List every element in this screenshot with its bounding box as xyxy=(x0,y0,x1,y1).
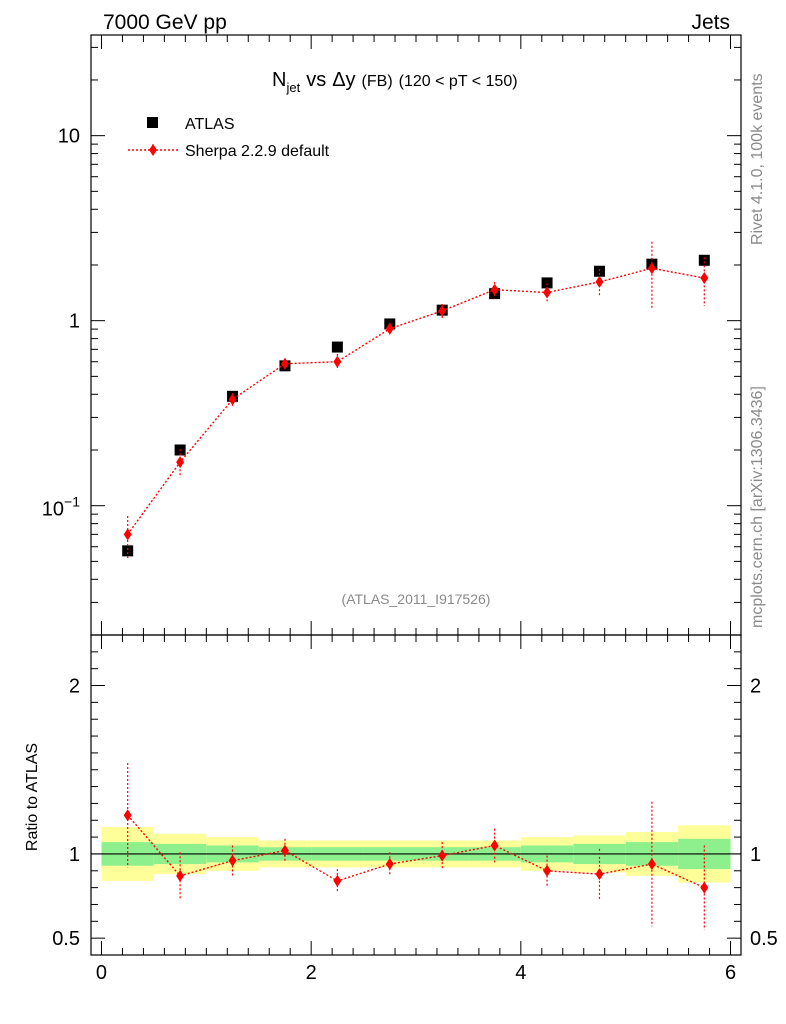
title-n-subscript: jet xyxy=(285,80,300,95)
sherpa-point-9 xyxy=(595,275,604,288)
sherpa-point-2 xyxy=(228,393,237,406)
ratio-point-6 xyxy=(438,849,447,862)
ratio-point-4 xyxy=(333,874,342,887)
sherpa-point-7 xyxy=(490,283,499,296)
plot-title: Njet vs Δy (FB) (120 < pT < 150) xyxy=(272,69,518,95)
ratio-point-9 xyxy=(595,868,604,881)
legend-sherpa-marker xyxy=(149,144,157,156)
legend-atlas-marker xyxy=(147,117,158,128)
atlas-point-4 xyxy=(331,341,343,353)
atlas-point-0 xyxy=(122,545,134,557)
legend-sherpa-label: Sherpa 2.2.9 default xyxy=(185,143,330,160)
sherpa-point-10 xyxy=(647,262,656,275)
title-vs: vs xyxy=(306,69,326,91)
ratio-point-7 xyxy=(490,839,499,852)
ratio-point-1 xyxy=(176,869,185,882)
analysis-tag: (ATLAS_2011_I917526) xyxy=(342,591,491,607)
atlas-point-11 xyxy=(698,254,710,266)
side-rivet-label: Rivet 4.1.0, 100k events xyxy=(749,73,766,245)
ratio-point-0 xyxy=(123,809,132,822)
sherpa-line xyxy=(127,267,705,535)
sherpa-point-0 xyxy=(123,528,132,541)
main-ytick-label-2: 10 xyxy=(58,126,80,148)
ratio-ytick-label-right-0: 0.5 xyxy=(750,928,778,950)
sherpa-point-6 xyxy=(438,304,447,317)
ratio-ytick-label-left-2: 2 xyxy=(69,676,80,698)
ratio-xtick-label-1: 2 xyxy=(306,962,317,984)
ratio-point-2 xyxy=(228,854,237,867)
sherpa-point-3 xyxy=(280,357,289,370)
ratio-point-5 xyxy=(385,858,394,871)
atlas-point-9 xyxy=(593,265,605,277)
ratio-point-11 xyxy=(700,881,709,894)
title-range: (120 < pT < 150) xyxy=(399,73,518,90)
ratio-ytick-label-right-1: 1 xyxy=(750,844,761,866)
ratio-xtick-label-3: 6 xyxy=(725,962,736,984)
ratio-point-10 xyxy=(647,858,656,871)
ratio-ytick-label-right-2: 2 xyxy=(750,676,761,698)
ratio-sherpa-line xyxy=(127,814,705,889)
header-process-label: Jets xyxy=(691,11,730,34)
sherpa-point-11 xyxy=(700,272,709,285)
main-ytick-label-1: 1 xyxy=(69,311,80,333)
sherpa-point-1 xyxy=(176,456,185,469)
ratio-ytick-label-left-0: 0.5 xyxy=(52,928,80,950)
ratio-frame xyxy=(90,634,742,956)
sherpa-point-5 xyxy=(385,322,394,335)
legend: ATLAS Sherpa 2.2.9 default xyxy=(128,116,330,160)
header-collision-label: 7000 GeV pp xyxy=(103,11,227,34)
ratio-y-axis-label: Ratio to ATLAS xyxy=(24,743,41,851)
ratio-panel: 0 2 4 6 0.5 0.5 1 1 2 2 xyxy=(52,634,778,984)
side-mcplots-label: mcplots.cern.ch [arXiv:1306.3436] xyxy=(749,386,766,628)
ratio-xtick-label-0: 0 xyxy=(96,962,107,984)
title-fb: (FB) xyxy=(362,73,393,90)
atlas-point-8 xyxy=(541,277,553,289)
title-dy: Δy xyxy=(332,69,355,91)
sherpa-point-4 xyxy=(333,355,342,368)
legend-atlas-label: ATLAS xyxy=(185,116,235,133)
ratio-point-3 xyxy=(280,844,289,857)
main-ytick-label-0: 10−1 xyxy=(42,494,80,521)
main-panel: 10−1 1 10 xyxy=(42,34,742,636)
title-n: N xyxy=(272,69,286,91)
ratio-point-8 xyxy=(543,864,552,877)
ratio-ytick-label-left-1: 1 xyxy=(69,844,80,866)
ratio-xtick-label-2: 4 xyxy=(515,962,526,984)
sherpa-point-8 xyxy=(543,286,552,299)
